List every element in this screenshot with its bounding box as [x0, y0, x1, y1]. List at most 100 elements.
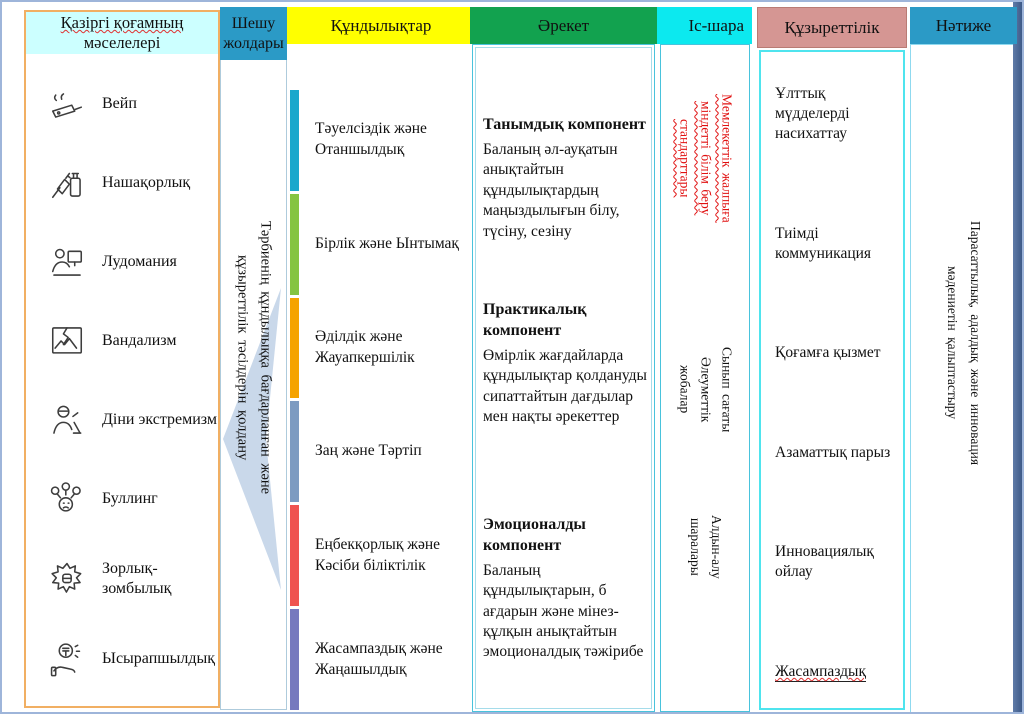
- value-color-bar: [290, 90, 299, 191]
- result-column: Парасаттылық, адалдық және инновация мәд…: [910, 44, 1016, 712]
- solution-text-line2: құзыреттілік тәсілдерін қолдану: [234, 255, 251, 461]
- competence-header: Құзыреттілік: [757, 7, 907, 48]
- competence-item: Инновациялық ойлау: [775, 543, 874, 581]
- values-column: Тәуелсіздік және Отаншылдық Бірлік және …: [290, 44, 467, 712]
- value-row: Жасампаздық және Жаңашылдық: [290, 609, 467, 710]
- result-header: Нәтиже: [910, 7, 1017, 44]
- value-row: Әділдік және Жауапкершілік: [290, 297, 467, 399]
- problems-list: Вейп Нашақорлық Лудомания Вандализм Діни…: [26, 58, 218, 704]
- action-column: Танымдық компонент Баланың әл-ауқатын ан…: [472, 44, 655, 712]
- solution-header: Шешу жолдары: [220, 7, 287, 60]
- events-classhour-line: Сынып сағаты: [719, 346, 735, 433]
- events-prevention-text: Алдын-алу шаралары: [684, 497, 726, 597]
- problems-header: Қазіргі қоғамның мәселелері: [26, 12, 218, 54]
- action-block-text: Баланың әл-ауқатын анықтайтын құндылықта…: [483, 140, 620, 240]
- action-header: Әрекет: [470, 7, 657, 44]
- values-list: Тәуелсіздік және Отаншылдық Бірлік және …: [290, 90, 467, 710]
- value-label: Жасампаздық және Жаңашылдық: [315, 639, 443, 678]
- action-block-text: Өмірлік жағдайларда құндылықтар қолдануд…: [483, 346, 647, 425]
- problem-label: Ысырапшылдық: [102, 649, 215, 667]
- events-column: Мемлекеттік жалпыға міндетті білім беру …: [660, 44, 750, 712]
- problems-header-line1: Қазіргі қоғамның: [60, 13, 184, 33]
- value-label: Тәуелсіздік және Отаншылдық: [315, 120, 427, 159]
- result-header-label: Нәтиже: [935, 15, 992, 35]
- action-block-title: Эмоционалды компонент: [483, 516, 586, 554]
- value-color-bar: [290, 401, 299, 503]
- events-projects-line: Әлеуметтік: [698, 356, 714, 423]
- problem-label: Лудомания: [102, 252, 177, 270]
- masked-person-icon: [48, 401, 86, 439]
- action-header-label: Әрекет: [537, 15, 590, 35]
- events-standards-line: стандарттары: [677, 118, 693, 198]
- events-standards-line: міндетті білім беру: [698, 100, 714, 216]
- action-block-title: Практикалық компонент: [483, 301, 587, 339]
- result-text-line1: Парасаттылық, адалдық және инновация: [967, 220, 983, 466]
- problems-header-line2: мәселелері: [83, 33, 161, 52]
- competence-column: Ұлттық мүдделерді насихаттау Тиімді комм…: [759, 50, 905, 710]
- competence-item: Қоғамға қызмет: [775, 344, 881, 362]
- problems-column: Қазіргі қоғамның мәселелері Вейп Нашақор…: [24, 10, 220, 708]
- competence-item: Тиімді коммуникация: [775, 224, 872, 262]
- events-projects-line: жобалар: [677, 365, 693, 414]
- list-item: Вандализм: [26, 322, 218, 360]
- value-color-bar: [290, 193, 299, 295]
- problem-label: Діни экстремизм: [102, 410, 218, 428]
- events-classhour-projects-text: Сынып сағаты Әлеуметтік жобалар: [674, 327, 737, 452]
- value-row: Заң және Тәртіп: [290, 401, 467, 503]
- problem-label: Буллинг: [102, 489, 158, 507]
- problem-label: Зорлық-зомбылық: [102, 559, 172, 597]
- syringe-bottle-icon: [48, 164, 86, 202]
- events-prevention-line: шаралары: [688, 518, 703, 576]
- solution-header-line1: Шешу: [231, 14, 276, 32]
- list-item: Вейп: [26, 85, 218, 123]
- fist-burst-icon: [48, 560, 86, 598]
- value-row: Еңбекқорлық және Кәсіби біліктілік: [290, 505, 467, 607]
- competence-item: Ұлттық мүдделерді насихаттау: [775, 85, 850, 143]
- value-label: Әділдік және Жауапкершілік: [315, 328, 415, 367]
- bullying-faces-icon: [48, 480, 86, 518]
- values-header: Құндылықтар: [285, 7, 477, 44]
- solution-header-line2: жолдары: [223, 34, 284, 52]
- problem-label: Вандализм: [102, 331, 177, 349]
- list-item: Зорлық-зомбылық: [26, 559, 218, 599]
- value-color-bar: [290, 609, 299, 710]
- events-header-label: Іс-шара: [688, 15, 744, 35]
- value-color-bar: [290, 505, 299, 607]
- solution-text-line1: Тәрбиенің құндылыққа бағдарланған және: [257, 221, 274, 495]
- competence-header-label: Құзыреттілік: [784, 17, 880, 37]
- problem-label: Вейп: [102, 94, 137, 112]
- action-block-text: Баланың құндылықтарын, б ағдарын және мі…: [483, 561, 644, 661]
- problem-label: Нашақорлық: [102, 173, 191, 191]
- list-item: Лудомания: [26, 243, 218, 281]
- list-item: Діни экстремизм: [26, 401, 218, 439]
- coin-hand-icon: [48, 640, 86, 678]
- list-item: Ысырапшылдық: [26, 640, 218, 678]
- events-prevention-line: Алдын-алу: [708, 515, 724, 579]
- solution-column: Тәрбиенің құндылыққа бағдарланған және қ…: [220, 60, 287, 710]
- result-text-line2: мәдениетін қалыптастыру: [945, 266, 960, 420]
- result-vertical-text: Парасаттылық, адалдық және инновация мәд…: [940, 193, 986, 493]
- value-label: Заң және Тәртіп: [315, 442, 422, 460]
- vape-icon: [48, 85, 86, 123]
- events-standards-line: Мемлекеттік жалпыға: [719, 93, 735, 223]
- values-header-label: Құндылықтар: [330, 15, 432, 35]
- competence-item-underlined: Жасампаздық: [775, 662, 866, 682]
- value-label: Еңбекқорлық және Кәсіби біліктілік: [315, 535, 440, 574]
- broken-picture-icon: [48, 322, 86, 360]
- action-block-cognitive: Танымдық компонент Баланың әл-ауқатын ан…: [483, 115, 648, 242]
- value-row: Бірлік және Ынтымақ: [290, 193, 467, 295]
- value-color-bar: [290, 297, 299, 399]
- competence-item: Азаматтық парыз: [775, 443, 891, 461]
- solution-vertical-text: Тәрбиенің құндылыққа бағдарланған және қ…: [230, 148, 276, 568]
- action-block-practical: Практикалық компонент Өмірлік жағдайлард…: [483, 300, 648, 427]
- events-standards-text: Мемлекеттік жалпыға міндетті білім беру …: [674, 73, 737, 243]
- action-block-emotional: Эмоционалды компонент Баланың құндылықта…: [483, 515, 648, 663]
- value-label: Бірлік және Ынтымақ: [315, 234, 459, 252]
- list-item: Нашақорлық: [26, 164, 218, 202]
- competence-item: Жасампаздық: [775, 662, 897, 682]
- value-row: Тәуелсіздік және Отаншылдық: [290, 90, 467, 191]
- events-header: Іс-шара: [657, 7, 752, 44]
- gambler-computer-icon: [48, 243, 86, 281]
- slide-right-edge: [1013, 2, 1022, 712]
